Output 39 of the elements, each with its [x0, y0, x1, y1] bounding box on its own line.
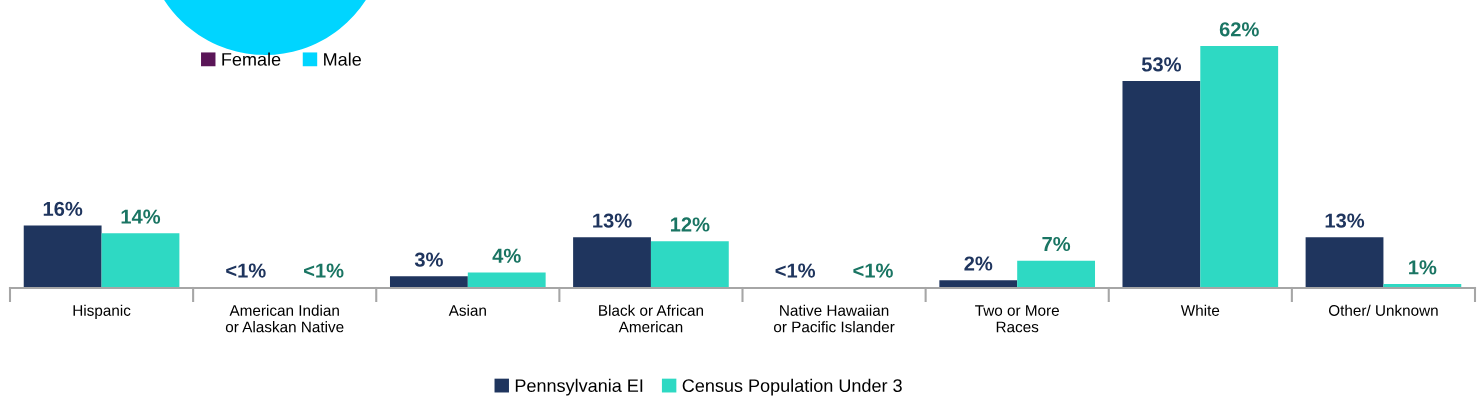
bar	[101, 233, 180, 288]
data-label: <1%	[304, 263, 344, 278]
legend-label: Census Population Under 3	[682, 378, 902, 396]
bar	[650, 241, 729, 288]
category-label: Male	[324, 52, 361, 66]
x-tick-label: Other/ Unknown	[1328, 304, 1438, 316]
data-label: 62%	[1219, 22, 1259, 37]
bar	[23, 225, 102, 288]
bar	[467, 272, 546, 288]
data-label: 13%	[1325, 213, 1365, 228]
data-label: <1%	[853, 263, 893, 278]
data-label: 2%	[964, 256, 993, 271]
bar	[1305, 237, 1384, 288]
bar	[939, 280, 1018, 288]
data-label: 13%	[593, 213, 632, 228]
bar	[1122, 81, 1201, 288]
data-label: <1%	[226, 263, 266, 278]
data-label: 12%	[670, 217, 710, 232]
data-label: 1%	[1409, 260, 1437, 275]
x-tick-label: Native Hawaiian or Pacific Islander	[774, 304, 895, 333]
data-label: 14%	[121, 209, 161, 224]
x-tick-label: Asian	[448, 304, 486, 316]
legend-label: Pennsylvania EI	[515, 378, 643, 396]
x-tick-label: Hispanic	[73, 304, 131, 319]
bar	[573, 237, 651, 288]
bar	[389, 276, 468, 288]
bar	[1017, 260, 1096, 288]
data-label: 16%	[43, 201, 83, 217]
x-tick-label: White	[1180, 304, 1220, 316]
data-label: 53%	[1141, 57, 1182, 72]
category-label: Female	[222, 52, 281, 66]
data-label: 4%	[492, 248, 521, 263]
x-tick-label: Black or African American	[599, 304, 704, 333]
x-tick-label: Two or More Races	[975, 305, 1059, 333]
data-label: 3%	[414, 252, 443, 267]
data-label: <1%	[775, 263, 816, 278]
data-label: 7%	[1042, 236, 1071, 252]
x-tick-label: American Indian or Alaskan Native	[225, 304, 344, 333]
bar	[1200, 45, 1279, 288]
